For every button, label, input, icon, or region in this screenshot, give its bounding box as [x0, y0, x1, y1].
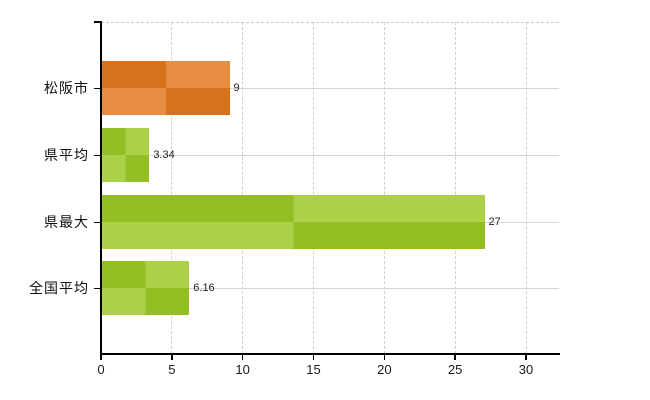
gridline-vertical [525, 22, 527, 354]
gridline-horizontal [101, 154, 559, 156]
bar [102, 128, 150, 182]
x-tick [241, 354, 244, 360]
y-tick [94, 221, 101, 223]
x-tick [171, 354, 173, 360]
gridline-vertical [242, 22, 244, 354]
y-tick [94, 21, 101, 23]
x-tick-label: 0 [97, 362, 105, 377]
value-label: 27 [488, 216, 501, 228]
x-tick [525, 354, 527, 360]
x-tick-label: 5 [168, 362, 176, 377]
gridline-vertical [383, 22, 385, 354]
y-tick [94, 87, 101, 89]
x-tick-label: 20 [377, 362, 392, 377]
gridline-vertical [171, 22, 173, 354]
x-tick [312, 354, 315, 360]
gridline-vertical [313, 22, 314, 354]
x-tick [383, 354, 386, 360]
value-label: 6.16 [193, 282, 215, 294]
bar [102, 61, 230, 115]
gridline-horizontal [101, 287, 559, 289]
x-tick-label: 10 [235, 362, 250, 377]
x-tick [100, 354, 102, 360]
y-axis-line [100, 21, 102, 354]
bar [102, 195, 485, 249]
value-label: 9 [233, 82, 240, 94]
category-label: 全国平均 [29, 280, 89, 296]
bar [102, 261, 190, 315]
x-tick-label: 15 [306, 362, 321, 377]
gridline-vertical [454, 22, 456, 354]
plot-top-border [101, 21, 559, 23]
x-tick [454, 354, 456, 360]
gridline-horizontal [101, 87, 559, 89]
category-label: 松阪市 [44, 80, 89, 96]
y-tick [94, 287, 101, 289]
y-tick [94, 154, 101, 156]
category-label: 県平均 [44, 147, 89, 163]
x-axis-line [101, 353, 560, 355]
category-label: 県最大 [44, 214, 89, 230]
x-tick-label: 25 [447, 362, 463, 377]
x-tick-label: 30 [518, 362, 534, 377]
value-label: 3.34 [153, 149, 175, 161]
